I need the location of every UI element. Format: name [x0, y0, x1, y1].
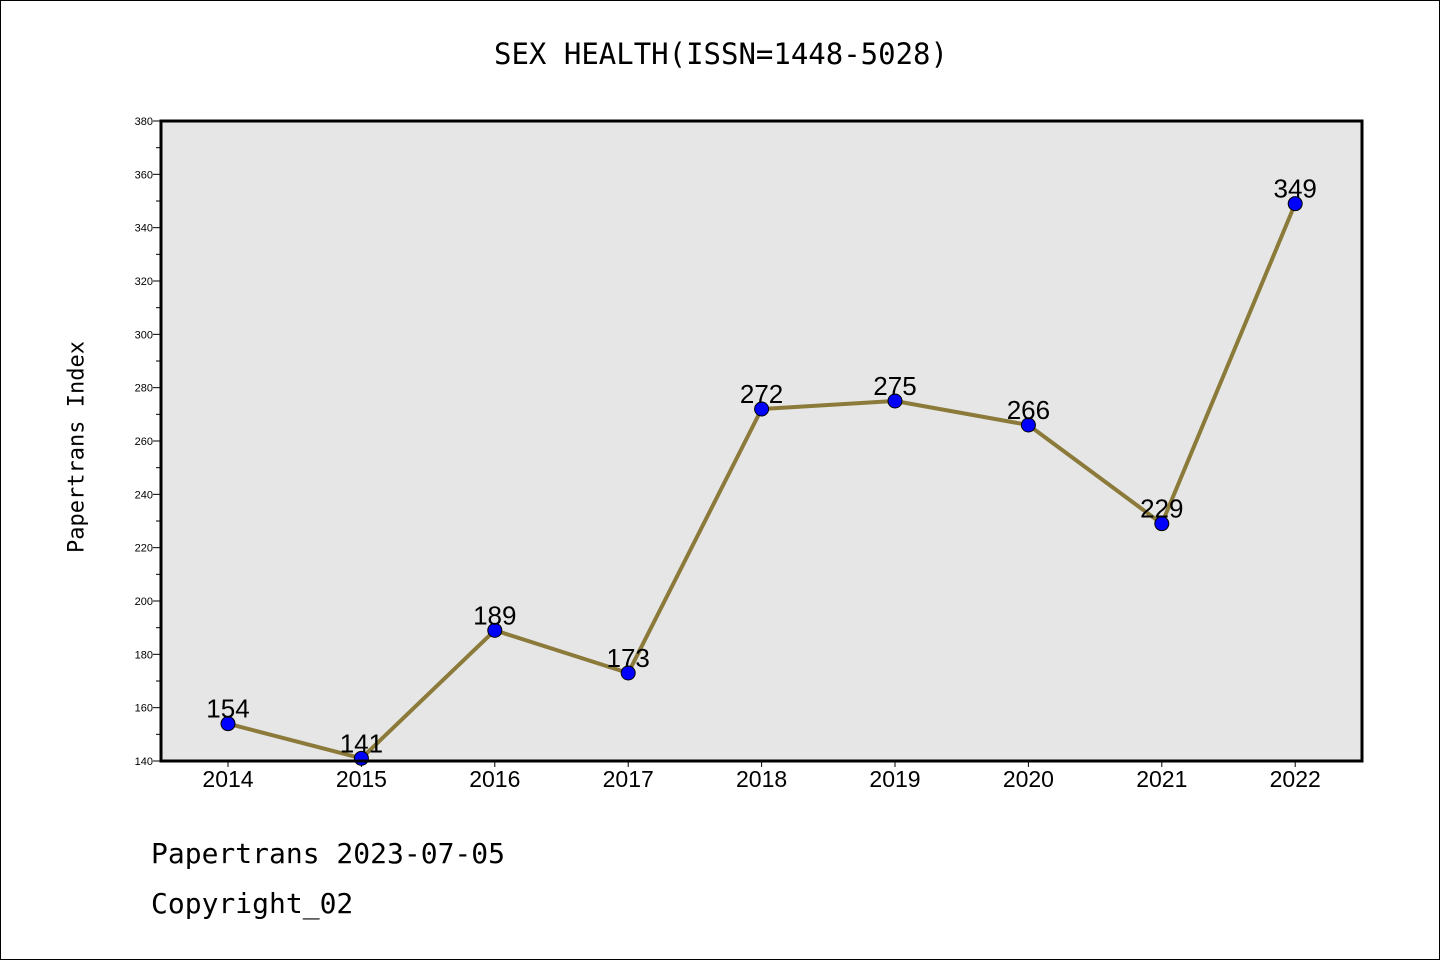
y-tick-label: 240	[135, 489, 153, 501]
data-label: 229	[1140, 494, 1183, 524]
x-tick-label: 2014	[202, 766, 253, 792]
x-tick-label: 2021	[1136, 766, 1187, 792]
data-label: 266	[1007, 395, 1050, 425]
data-point	[754, 401, 770, 417]
data-label: 272	[740, 379, 783, 409]
chart-title: SEX HEALTH(ISSN=1448-5028)	[494, 37, 948, 71]
data-point	[220, 716, 236, 732]
data-label: 189	[473, 600, 516, 630]
data-point	[487, 622, 503, 638]
data-label: 349	[1274, 174, 1317, 204]
data-label: 173	[607, 643, 650, 673]
plot-area	[161, 121, 1362, 761]
y-tick-label: 380	[135, 116, 153, 128]
data-point	[1020, 417, 1036, 433]
data-label: 141	[340, 728, 383, 758]
data-label: 275	[873, 371, 916, 401]
data-point	[620, 665, 636, 681]
y-tick-label: 300	[135, 329, 153, 341]
x-tick-label: 2016	[469, 766, 520, 792]
y-tick-label: 360	[135, 169, 153, 181]
y-axis: 140 160 180 200 220 240 260 280 300 320 340 360 380	[135, 116, 161, 768]
y-tick-label: 340	[135, 223, 153, 235]
x-tick-label: 2020	[1003, 766, 1054, 792]
data-label: 154	[206, 694, 249, 724]
x-tick-label: 2022	[1270, 766, 1321, 792]
y-tick-label: 180	[135, 649, 153, 661]
data-point	[1154, 516, 1170, 532]
x-tick-label: 2018	[736, 766, 787, 792]
plot-frame	[159, 119, 1364, 763]
data-point	[1287, 196, 1303, 212]
data-labels: 154 141 189 173 272 275 266 229 349	[206, 174, 1317, 759]
x-tick-label: 2019	[869, 766, 920, 792]
x-tick-label: 2015	[336, 766, 387, 792]
x-tick-label: 2017	[603, 766, 654, 792]
y-tick-label: 260	[135, 436, 153, 448]
footer-copyright: Copyright_02	[151, 887, 354, 920]
y-tick-label: 320	[135, 276, 153, 288]
data-markers	[220, 196, 1303, 766]
x-axis: 2014 2015 2016 2017 2018 2019 2020 2021 2022	[202, 761, 1321, 792]
y-tick-label: 280	[135, 383, 153, 395]
y-tick-label: 160	[135, 703, 153, 715]
data-point	[887, 393, 903, 409]
y-tick-label: 200	[135, 596, 153, 608]
footer-date: Papertrans 2023-07-05	[151, 837, 506, 870]
y-tick-label: 220	[135, 543, 153, 555]
y-tick-label: 140	[135, 756, 153, 768]
